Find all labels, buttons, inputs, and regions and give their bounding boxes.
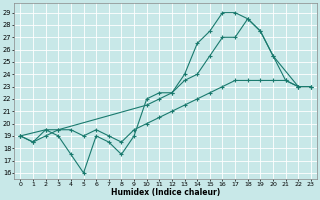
X-axis label: Humidex (Indice chaleur): Humidex (Indice chaleur) xyxy=(111,188,220,197)
